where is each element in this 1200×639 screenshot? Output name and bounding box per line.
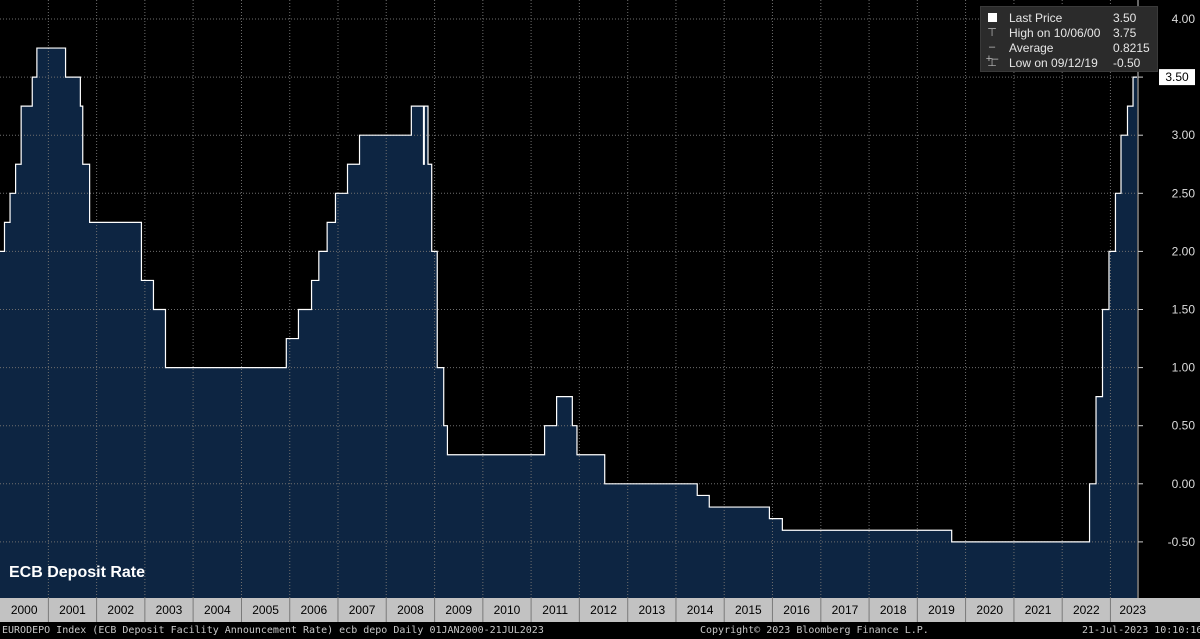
x-tick-label: 2020 [976,603,1003,617]
legend-row-low: ⊥ Low on 09/12/19 -0.50 [981,56,1157,71]
x-tick-label: 2015 [735,603,762,617]
x-tick-label: 2008 [397,603,424,617]
legend-value: 3.50 [1113,11,1137,25]
average-marker-icon: –+– [985,41,999,65]
legend-label: Average [1009,41,1054,55]
legend-label: Low on 09/12/19 [1009,56,1098,70]
y-tick-label: 0.50 [1172,419,1196,433]
legend-value: 3.75 [1113,26,1137,40]
x-tick-label: 2016 [783,603,810,617]
x-tick-label: 2023 [1119,603,1146,617]
legend-value: -0.50 [1113,56,1141,70]
legend-row-high: ⊤ High on 10/06/00 3.75 [981,26,1157,41]
last-price-square-icon [985,11,999,25]
chart-title: ECB Deposit Rate [9,564,146,581]
last-value-label: 3.50 [1165,70,1189,84]
series-area [0,48,1137,599]
x-tick-label: 2006 [301,603,328,617]
y-tick-label: 4.00 [1172,12,1196,26]
last-value-box [1159,69,1195,86]
x-tick-label: 2017 [832,603,859,617]
x-tick-label: 2004 [204,603,231,617]
x-tick-label: 2009 [445,603,472,617]
legend-label: Last Price [1009,11,1063,25]
y-tick-label: -0.50 [1168,535,1196,549]
y-tick-label: 2.00 [1172,244,1196,258]
x-tick-label: 2018 [880,603,907,617]
high-marker-icon: ⊤ [987,27,997,39]
x-tick-label: 2002 [107,603,134,617]
y-tick-label: 1.50 [1172,303,1196,317]
x-tick-label: 2019 [928,603,955,617]
y-tick-label: 2.50 [1172,186,1196,200]
x-tick-label: 2007 [349,603,376,617]
x-tick-label: 2000 [11,603,38,617]
x-tick-label: 2021 [1025,603,1052,617]
footer-timestamp: 21-Jul-2023 10:10:16 [1082,625,1200,636]
footer-source: EURODEPO Index (ECB Deposit Facility Ann… [2,625,544,636]
y-tick-label: 1.00 [1172,361,1196,375]
x-tick-label: 2005 [252,603,279,617]
x-axis-bar [0,598,1200,622]
y-tick-label: 0.00 [1172,477,1196,491]
legend-row-last-price: Last Price 3.50 [981,11,1157,26]
legend-row-average: –+– Average 0.8215 [981,41,1157,65]
legend-value: 0.8215 [1113,41,1150,55]
x-tick-label: 2012 [590,603,617,617]
footer-bar: EURODEPO Index (ECB Deposit Facility Ann… [0,622,1200,639]
y-tick-label: 3.00 [1172,128,1196,142]
x-tick-label: 2003 [156,603,183,617]
legend-box: Last Price 3.50 ⊤ High on 10/06/00 3.75 … [980,6,1158,72]
x-tick-label: 2013 [638,603,665,617]
x-tick-label: 2011 [542,603,568,617]
x-tick-label: 2022 [1073,603,1100,617]
low-marker-icon: ⊥ [987,57,997,69]
x-tick-label: 2014 [687,603,714,617]
x-tick-label: 2001 [59,603,86,617]
series-line [0,47,1137,543]
footer-copyright: Copyright© 2023 Bloomberg Finance L.P. [700,625,929,636]
x-tick-label: 2010 [494,603,521,617]
legend-label: High on 10/06/00 [1009,26,1101,40]
